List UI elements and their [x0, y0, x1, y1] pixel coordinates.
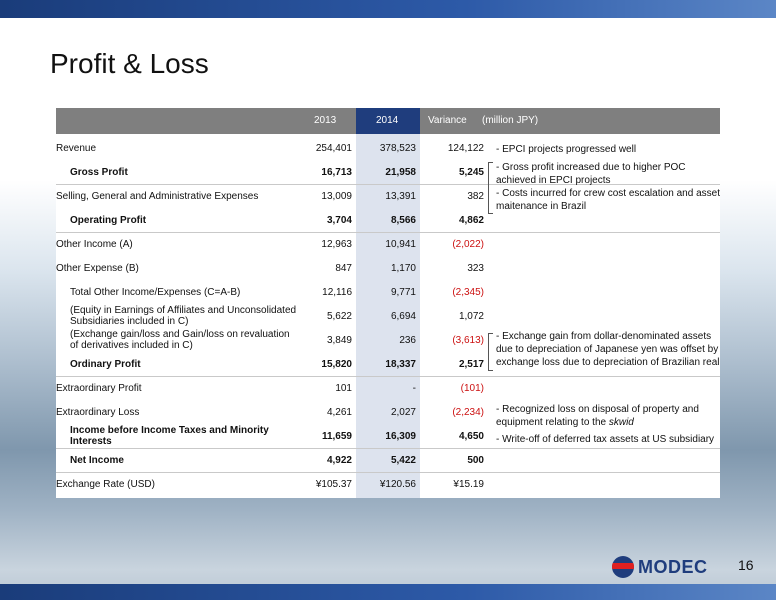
value-2013: 847 — [335, 262, 352, 274]
table-row: Operating Profit 3,704 8,566 4,862 — [56, 208, 720, 233]
header-2013: 2013 — [314, 115, 337, 126]
note-sga: - Costs incurred for crew cost escalatio… — [496, 188, 720, 212]
note-gross-profit: - Gross profit increased due to higher P… — [496, 162, 686, 186]
value-2013: 11,659 — [321, 430, 352, 442]
note-extraordinary-loss: - Recognized loss on disposal of propert… — [496, 404, 699, 428]
value-variance: 5,245 — [458, 166, 484, 178]
value-variance: (2,345) — [452, 286, 484, 298]
value-2013: 15,820 — [321, 358, 352, 370]
row-label: Gross Profit — [70, 166, 128, 178]
value-2014: 21,958 — [385, 166, 416, 178]
value-2013: 101 — [335, 382, 352, 394]
value-2014: 16,309 — [385, 430, 416, 442]
row-label: Ordinary Profit — [70, 358, 141, 370]
value-2013: 16,713 — [321, 166, 352, 178]
value-variance: 500 — [467, 454, 484, 466]
value-2014: 236 — [399, 334, 416, 346]
value-2013: 12,963 — [321, 238, 352, 250]
slide-title: Profit & Loss — [50, 48, 209, 79]
table-row: Other Income (A) 12,963 10,941 (2,022) — [56, 232, 720, 256]
value-variance: (3,613) — [452, 334, 484, 346]
row-label: Net Income — [70, 454, 124, 466]
table-row: Selling, General and Administrative Expe… — [56, 184, 720, 208]
row-label: Exchange Rate (USD) — [56, 478, 155, 490]
bracket-exchange — [488, 333, 493, 371]
value-2014: 13,391 — [385, 190, 416, 202]
top-bar — [0, 0, 776, 18]
value-2014: 18,337 — [385, 358, 416, 370]
note-writeoff: - Write-off of deferred tax assets at US… — [496, 434, 715, 445]
value-2014: 9,771 — [390, 286, 416, 298]
row-label: Other Expense (B) — [56, 262, 139, 274]
header-2014: 2014 — [376, 115, 399, 126]
row-label: Other Income (A) — [56, 238, 133, 250]
value-variance: 124,122 — [447, 142, 484, 154]
value-variance: 2,517 — [458, 358, 484, 370]
value-2013: 4,261 — [326, 406, 352, 418]
value-variance: ¥15.19 — [453, 478, 484, 490]
value-2014: ¥120.56 — [379, 478, 416, 490]
value-2014: 6,694 — [390, 310, 416, 322]
table-row: Gross Profit 16,713 21,958 5,245 — [56, 160, 720, 185]
table-row: Other Expense (B) 847 1,170 323 — [56, 256, 720, 280]
value-2013: 13,009 — [321, 190, 352, 202]
modec-logo: MODEC — [612, 556, 708, 578]
value-2013: 5,622 — [326, 310, 352, 322]
note-revenue: - EPCI projects progressed well — [496, 144, 637, 155]
value-variance: 1,072 — [458, 310, 484, 322]
highlight-2014-header — [356, 108, 420, 134]
value-2014: 2,027 — [390, 406, 416, 418]
table-row: Income before Income Taxes and Minority … — [56, 424, 720, 449]
header-variance: Variance — [428, 115, 467, 126]
value-2014: 10,941 — [385, 238, 416, 250]
table-row: Net Income 4,922 5,422 500 — [56, 448, 720, 473]
value-2014: 8,566 — [390, 214, 416, 226]
row-label: Operating Profit — [70, 214, 147, 226]
table-row: Exchange Rate (USD) ¥105.37 ¥120.56 ¥15.… — [56, 472, 720, 496]
logo-text: MODEC — [638, 556, 708, 577]
table-row: (Equity in Earnings of Affiliates and Un… — [56, 304, 720, 328]
column-2014-highlight — [356, 134, 420, 498]
value-variance: 4,650 — [458, 430, 484, 442]
value-2013: 3,704 — [326, 214, 352, 226]
value-2013: 3,849 — [326, 334, 352, 346]
value-variance: 4,862 — [458, 214, 484, 226]
value-variance: (101) — [460, 382, 484, 394]
table-row: Total Other Income/Expenses (C=A-B) 12,1… — [56, 280, 720, 304]
value-variance: 323 — [467, 262, 484, 274]
table-row: Extraordinary Loss 4,261 2,027 (2,234) — [56, 400, 720, 424]
table-row: Revenue 254,401 378,523 124,122 — [56, 136, 720, 160]
table-row: Extraordinary Profit 101 - (101) — [56, 376, 720, 400]
row-label: Revenue — [56, 142, 97, 154]
value-2014: 1,170 — [390, 262, 416, 274]
pl-table: 2013 2014 Variance (million JPY) Revenue… — [56, 108, 720, 498]
row-label: Extraordinary Loss — [56, 406, 140, 418]
value-2014: - — [412, 382, 416, 394]
header-unit: (million JPY) — [482, 115, 539, 126]
value-2014: 378,523 — [379, 142, 416, 154]
value-2013: ¥105.37 — [315, 478, 352, 490]
value-2013: 254,401 — [315, 142, 352, 154]
logo-mark-icon — [612, 556, 634, 578]
value-2013: 4,922 — [326, 454, 352, 466]
row-label: Selling, General and Administrative Expe… — [56, 190, 259, 202]
row-label: (Equity in Earnings of Affiliates and Un… — [70, 305, 297, 327]
note-exchange: - Exchange gain from dollar-denominated … — [496, 331, 720, 368]
value-variance: 382 — [467, 190, 484, 202]
page-number: 16 — [738, 557, 754, 573]
row-label: (Exchange gain/loss and Gain/loss on rev… — [70, 329, 290, 351]
table-header: 2013 2014 Variance (million JPY) — [56, 108, 720, 134]
row-label: Total Other Income/Expenses (C=A-B) — [70, 286, 241, 298]
value-variance: (2,234) — [452, 406, 484, 418]
table-row: (Exchange gain/loss and Gain/loss on rev… — [56, 328, 720, 352]
bottom-bar — [0, 584, 776, 600]
value-variance: (2,022) — [452, 238, 484, 250]
table-row: Ordinary Profit 15,820 18,337 2,517 — [56, 352, 720, 377]
bracket-gross-sga — [488, 162, 493, 214]
value-2014: 5,422 — [390, 454, 416, 466]
row-label: Extraordinary Profit — [56, 382, 142, 394]
row-label: Income before Income Taxes and Minority … — [70, 425, 269, 447]
value-2013: 12,116 — [322, 286, 352, 298]
